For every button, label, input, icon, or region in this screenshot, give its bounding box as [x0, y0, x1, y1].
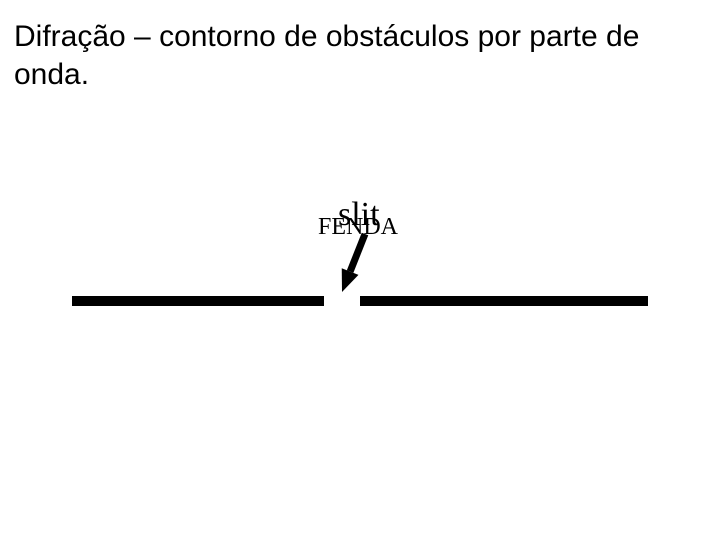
- slit-arrow: [324, 216, 383, 310]
- barrier-left: [72, 296, 324, 306]
- diagram-stage: slit FENDA: [0, 0, 720, 540]
- barrier-right: [360, 296, 648, 306]
